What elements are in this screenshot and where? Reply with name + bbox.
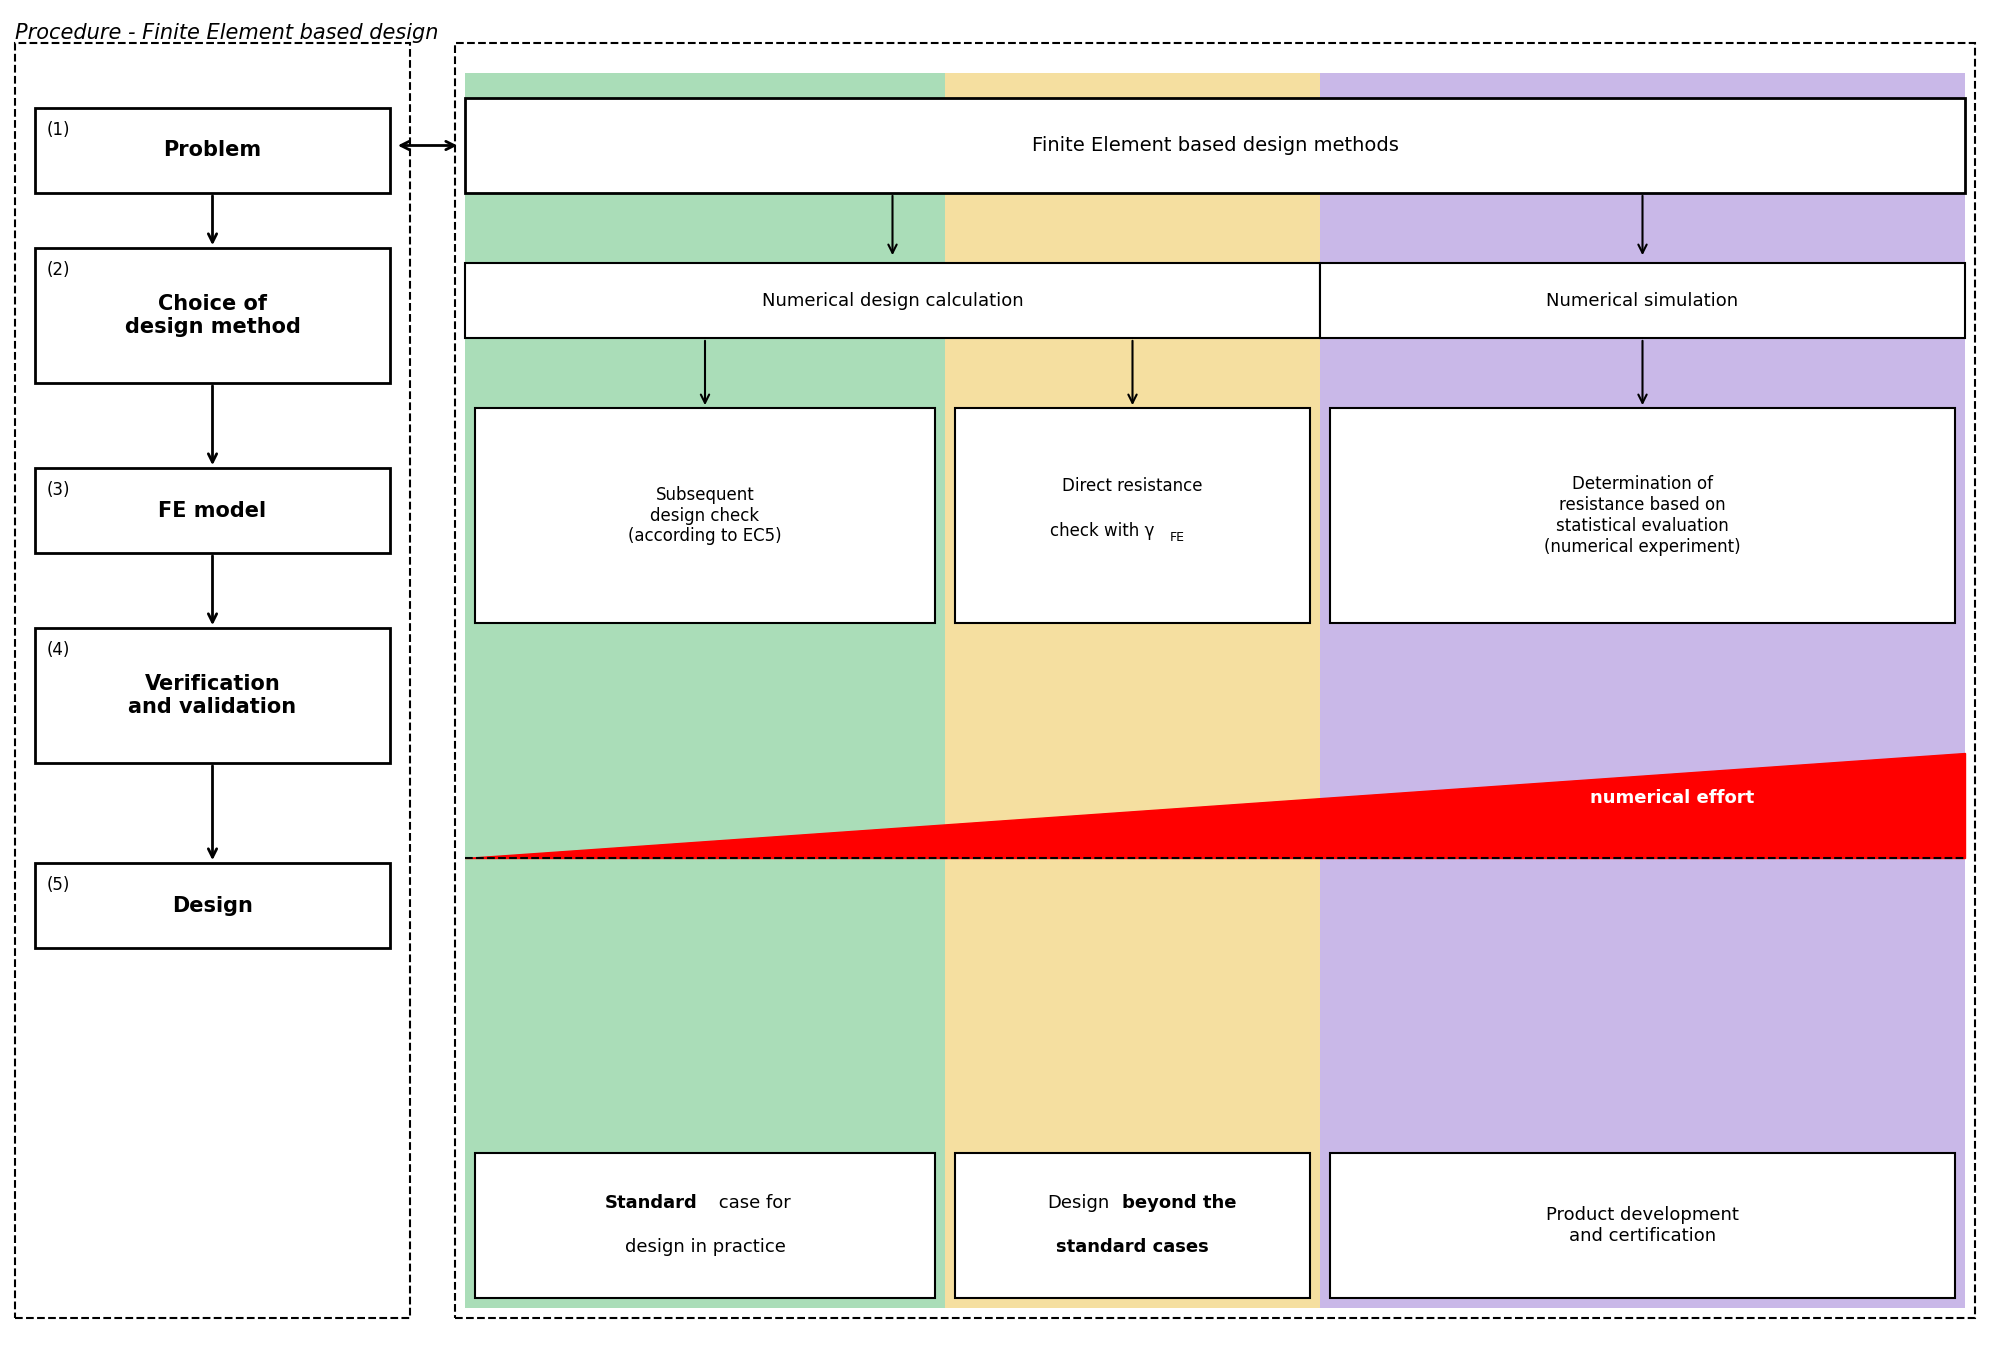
Text: (4): (4) [48, 642, 70, 659]
Text: (3): (3) [48, 481, 70, 499]
FancyBboxPatch shape [36, 863, 390, 948]
FancyBboxPatch shape [36, 108, 390, 193]
Text: design in practice: design in practice [624, 1239, 786, 1256]
Text: case for: case for [712, 1194, 790, 1212]
Text: (5): (5) [48, 876, 70, 894]
Text: Subsequent
design check
(according to EC5): Subsequent design check (according to EC… [628, 485, 782, 546]
FancyBboxPatch shape [476, 1153, 934, 1298]
FancyBboxPatch shape [476, 408, 934, 623]
Text: Finite Element based design methods: Finite Element based design methods [1032, 136, 1398, 155]
Text: Numerical simulation: Numerical simulation [1546, 291, 1738, 310]
Text: Numerical design calculation: Numerical design calculation [762, 291, 1024, 310]
Text: Determination of
resistance based on
statistical evaluation
(numerical experimen: Determination of resistance based on sta… [1544, 476, 1740, 555]
Text: Procedure - Finite Element based design: Procedure - Finite Element based design [16, 23, 438, 43]
FancyBboxPatch shape [956, 408, 1310, 623]
Text: numerical effort: numerical effort [1590, 789, 1754, 807]
FancyBboxPatch shape [466, 263, 1320, 338]
FancyBboxPatch shape [1320, 263, 1964, 338]
Text: FE: FE [1170, 531, 1184, 545]
Text: Design: Design [172, 895, 252, 915]
Text: Design: Design [1048, 1194, 1110, 1212]
Text: Choice of
design method: Choice of design method [124, 294, 300, 337]
FancyBboxPatch shape [36, 628, 390, 763]
Text: (2): (2) [48, 262, 70, 279]
Text: FE model: FE model [158, 500, 266, 520]
FancyBboxPatch shape [1330, 1153, 1954, 1298]
Text: (1): (1) [48, 121, 70, 139]
Text: beyond the: beyond the [1122, 1194, 1236, 1212]
FancyBboxPatch shape [466, 73, 944, 1308]
FancyBboxPatch shape [36, 248, 390, 383]
FancyBboxPatch shape [36, 468, 390, 553]
Text: Standard: Standard [604, 1194, 698, 1212]
Text: Problem: Problem [164, 140, 262, 160]
FancyBboxPatch shape [944, 73, 1320, 1308]
Text: Direct resistance: Direct resistance [1062, 476, 1202, 495]
FancyBboxPatch shape [466, 98, 1964, 193]
Text: check with γ: check with γ [1050, 522, 1154, 539]
Text: Product development
and certification: Product development and certification [1546, 1206, 1738, 1246]
FancyBboxPatch shape [956, 1153, 1310, 1298]
FancyBboxPatch shape [1330, 408, 1954, 623]
Text: Verification
and validation: Verification and validation [128, 674, 296, 717]
Polygon shape [466, 754, 1964, 857]
FancyBboxPatch shape [1320, 73, 1964, 1308]
Text: standard cases: standard cases [1056, 1239, 1208, 1256]
